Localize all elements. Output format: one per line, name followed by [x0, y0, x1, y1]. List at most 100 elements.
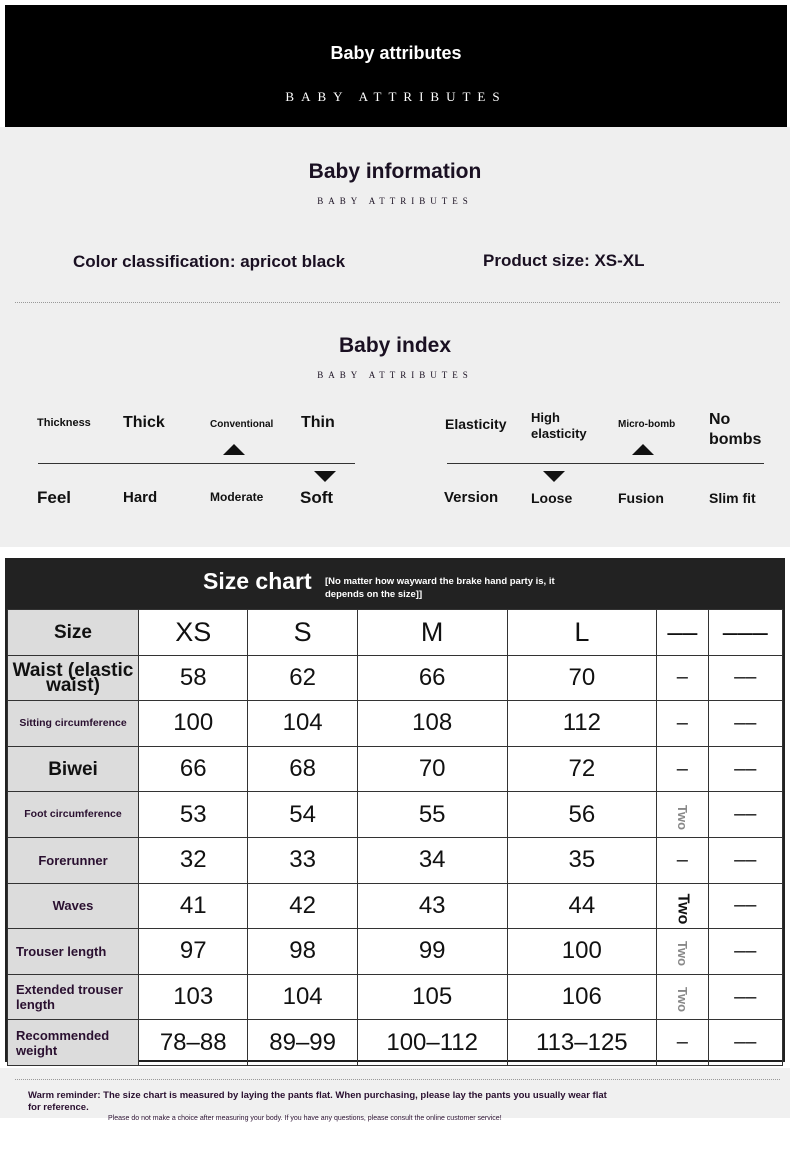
table-cell: – — [656, 700, 709, 747]
table-cell: 35 — [506, 836, 658, 884]
table-cell: 62 — [247, 654, 358, 702]
index-subtitle: BABY ATTRIBUTES — [317, 370, 473, 380]
table-cell: 104 — [247, 700, 358, 747]
table-row: Recommended weight 78–88 89–99 100–112 113–1… — [7, 1019, 784, 1066]
table-cell: Two — [656, 973, 709, 1021]
scale-line — [38, 463, 355, 464]
table-cell: – — [656, 654, 709, 702]
scale-line — [447, 463, 764, 464]
table-cell: Two — [656, 882, 709, 930]
table-cell: 99 — [356, 928, 508, 975]
size-chart-header: Size chart [No matter how wayward the br… — [7, 560, 783, 609]
table-cell: 66 — [356, 654, 508, 702]
option-high-elasticity: High elasticity — [531, 410, 587, 441]
warm-reminder: Warm reminder: The size chart is measure… — [28, 1090, 607, 1113]
table-cell: –– — [707, 1019, 784, 1066]
table-cell: 53 — [137, 791, 249, 838]
table-cell: 97 — [137, 928, 249, 975]
table-cell: 100 — [137, 700, 249, 747]
option-micro-bomb: Micro-bomb — [618, 419, 676, 430]
option-loose: Loose — [531, 490, 573, 506]
table-cell: 68 — [247, 745, 358, 793]
table-cell: 108 — [356, 700, 508, 747]
option-soft: Soft — [300, 488, 334, 507]
table-cell: 72 — [506, 745, 658, 793]
row-label: Waves — [7, 882, 139, 930]
table-cell: – — [656, 1019, 709, 1066]
table-cell: –– — [707, 654, 784, 702]
size-chart: Size chart [No matter how wayward the br… — [5, 558, 785, 1066]
table-cell: –– — [707, 700, 784, 747]
divider — [15, 1079, 780, 1080]
table-cell: 100–112 — [356, 1019, 508, 1066]
size-chart-title: Size chart — [203, 568, 312, 594]
option-hard: Hard — [123, 489, 158, 506]
table-row: Waves 41 42 43 44 Two –– — [7, 882, 784, 930]
table-cell: –– — [707, 791, 784, 838]
table-cell: 104 — [247, 973, 358, 1021]
size-chart-note: [No matter how wayward the brake hand pa… — [325, 576, 555, 600]
table-cell: 89–99 — [247, 1019, 358, 1066]
attributes-panel — [0, 127, 790, 547]
table-row: Foot circumference 53 54 55 56 Two –– — [7, 791, 784, 838]
info-title: Baby information — [308, 160, 482, 183]
thickness-label: Thickness — [37, 417, 91, 429]
table-cell: 103 — [137, 973, 249, 1021]
table-cell: 43 — [356, 882, 508, 930]
selected-marker-down-icon — [314, 471, 336, 482]
cell-text: Two — [674, 987, 690, 1013]
table-cell: 54 — [247, 791, 358, 838]
row-label: Trouser length — [7, 928, 139, 975]
size-header-row: Size XS S M L –– ––– — [7, 609, 784, 656]
table-cell: 33 — [247, 836, 358, 884]
selected-marker-down-icon — [543, 471, 565, 482]
header-cell: M — [356, 609, 508, 656]
table-cell: 106 — [506, 973, 658, 1021]
table-cell: Two — [656, 791, 709, 838]
header-cell: –– — [656, 609, 709, 656]
row-label: Forerunner — [7, 836, 139, 884]
header-cell: Size — [7, 609, 139, 656]
size-table: Size XS S M L –– ––– Waist (elastic waist) 58 62 6… — [7, 609, 784, 1066]
banner: Baby attributes BABY ATTRIBUTES — [5, 5, 787, 127]
header-cell: XS — [137, 609, 249, 656]
table-row: Biwei 66 68 70 72– –– — [7, 745, 784, 793]
banner-title: Baby attributes — [330, 43, 462, 63]
table-cell: 58 — [137, 654, 249, 702]
divider — [15, 302, 780, 303]
option-thin: Thin — [301, 414, 335, 431]
table-row: Forerunner 32 33 34 35– –– — [7, 836, 784, 884]
table-cell: 105 — [356, 973, 508, 1021]
table-cell: 32 — [137, 836, 249, 884]
measure-note: Please do not make a choice after measur… — [108, 1115, 502, 1122]
version-label: Version — [444, 489, 499, 506]
table-cell: –– — [707, 836, 784, 884]
row-label: Extended trouser length — [7, 973, 139, 1021]
cell-text: Two — [674, 893, 692, 925]
row-label: Biwei — [7, 745, 139, 793]
table-cell: 98 — [247, 928, 358, 975]
banner-subtitle: BABY ATTRIBUTES — [285, 89, 507, 104]
row-label: Sitting circumference — [7, 700, 139, 747]
table-cell: 70 — [506, 654, 658, 702]
table-cell: 113–125 — [506, 1019, 658, 1066]
table-cell: –– — [707, 928, 784, 975]
option-fusion: Fusion — [618, 490, 664, 506]
info-subtitle: BABY ATTRIBUTES — [317, 196, 473, 206]
table-cell: –– — [707, 745, 784, 793]
table-cell: 78–88 — [137, 1019, 249, 1066]
table-cell: 42 — [247, 882, 358, 930]
selected-marker-up-icon — [632, 444, 654, 455]
row-label: Waist (elastic waist) — [7, 654, 139, 702]
table-cell: 70 — [356, 745, 508, 793]
selected-marker-up-icon — [223, 444, 245, 455]
table-cell: 41 — [137, 882, 249, 930]
option-no-bombs: No bombs — [709, 411, 762, 448]
cell-text: Two — [674, 941, 690, 967]
header-cell: S — [247, 609, 358, 656]
option-thick: Thick — [123, 414, 165, 431]
table-row: Sitting circumference 100 104 108 112– –– — [7, 700, 784, 747]
reminder-panel — [0, 1068, 790, 1118]
color-classification: Color classification: apricot black — [73, 252, 346, 271]
product-size: Product size: XS-XL — [483, 251, 645, 270]
